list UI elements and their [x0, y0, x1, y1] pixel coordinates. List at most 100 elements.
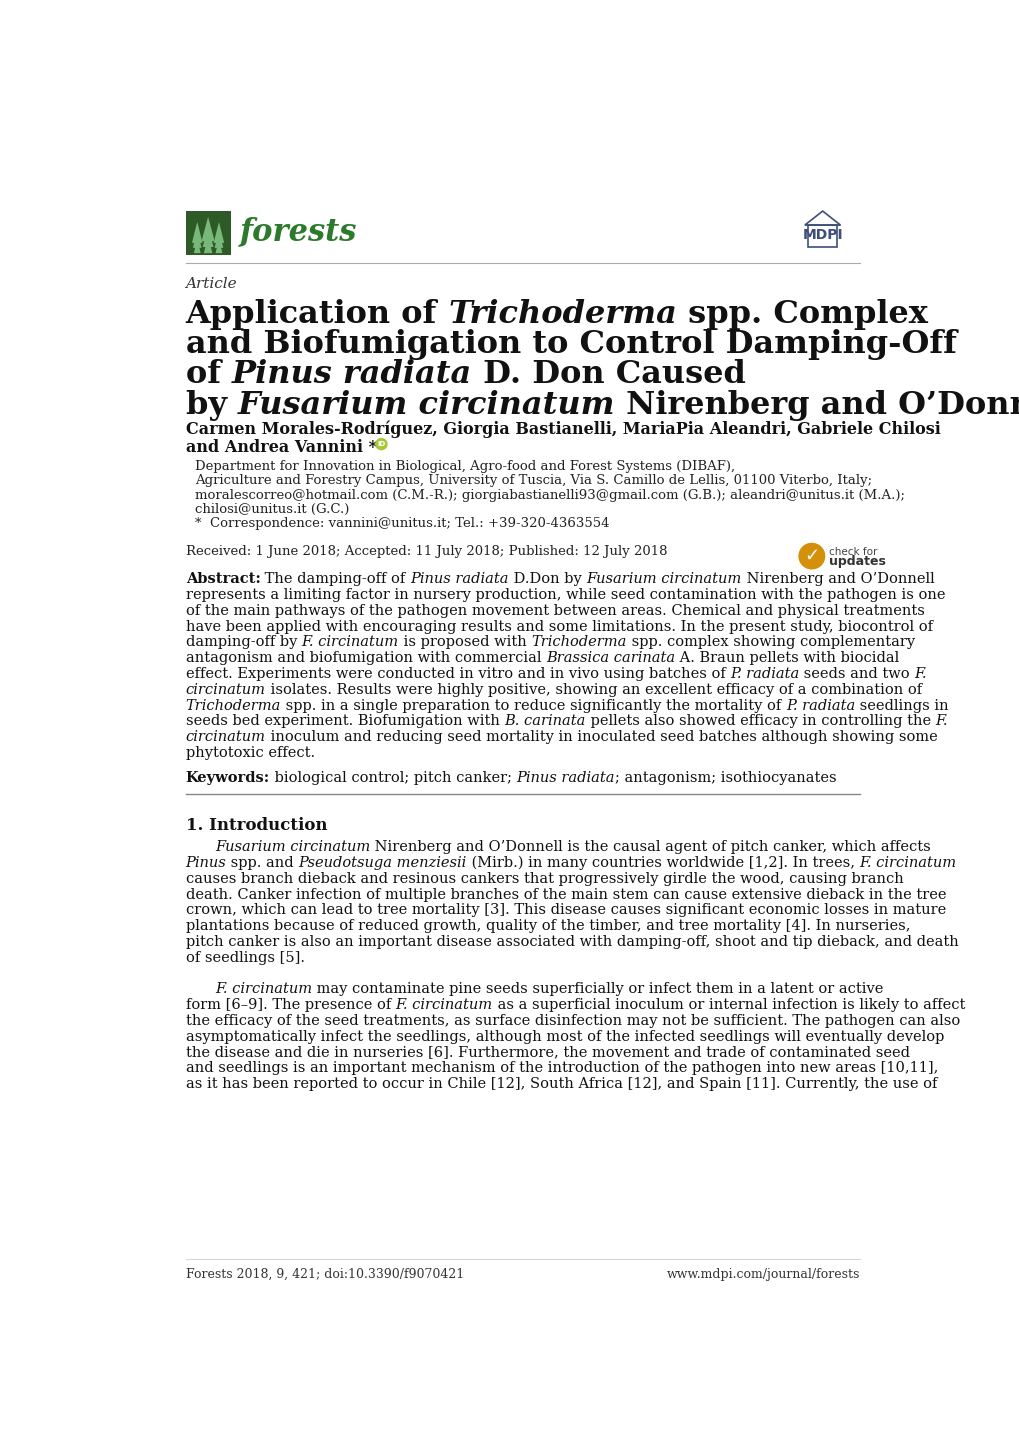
- Text: ; antagonism; isothiocyanates: ; antagonism; isothiocyanates: [614, 771, 836, 784]
- Text: Agriculture and Forestry Campus, University of Tuscia, Via S. Camillo de Lellis,: Agriculture and Forestry Campus, Univers…: [195, 474, 871, 487]
- Text: plantations because of reduced growth, quality of the timber, and tree mortality: plantations because of reduced growth, q…: [185, 919, 909, 933]
- Text: spp. in a single preparation to reduce significantly the mortality of: spp. in a single preparation to reduce s…: [280, 698, 785, 712]
- Text: Nirenberg and O’Donnell: Nirenberg and O’Donnell: [614, 389, 1019, 421]
- Text: updates: updates: [828, 555, 886, 568]
- Text: F.: F.: [934, 714, 947, 728]
- Text: Pinus: Pinus: [185, 857, 226, 870]
- Text: of the main pathways of the pathogen movement between areas. Chemical and physic: of the main pathways of the pathogen mov…: [185, 604, 923, 617]
- Polygon shape: [202, 216, 214, 241]
- Text: seeds and two: seeds and two: [799, 668, 914, 681]
- Polygon shape: [197, 249, 198, 254]
- Circle shape: [375, 438, 386, 450]
- Text: is proposed with: is proposed with: [398, 636, 531, 649]
- Text: death. Canker infection of multiple branches of the main stem can cause extensiv: death. Canker infection of multiple bran…: [185, 888, 946, 901]
- Text: form [6–9]. The presence of: form [6–9]. The presence of: [185, 998, 395, 1012]
- Text: MDPI: MDPI: [802, 228, 843, 242]
- Polygon shape: [203, 226, 213, 247]
- Text: Brassica carinata: Brassica carinata: [545, 652, 675, 665]
- Text: and Biofumigation to Control Damping-Off: and Biofumigation to Control Damping-Off: [185, 329, 956, 360]
- Text: Fusarium circinatum: Fusarium circinatum: [215, 841, 370, 854]
- Text: isolates. Results were highly positive, showing an excellent efficacy of a combi: isolates. Results were highly positive, …: [265, 682, 921, 696]
- Polygon shape: [214, 231, 223, 248]
- Text: iD: iD: [377, 441, 385, 447]
- Text: of: of: [185, 359, 231, 391]
- Text: Carmen Morales-Rodríguez, Giorgia Bastianelli, MariaPia Aleandri, Gabriele Chilo: Carmen Morales-Rodríguez, Giorgia Bastia…: [185, 421, 940, 438]
- Text: seedlings in: seedlings in: [854, 698, 948, 712]
- Text: damping-off by: damping-off by: [185, 636, 302, 649]
- Text: www.mdpi.com/journal/forests: www.mdpi.com/journal/forests: [665, 1268, 859, 1280]
- Text: Nirenberg and O’Donnell: Nirenberg and O’Donnell: [741, 572, 933, 587]
- Text: Department for Innovation in Biological, Agro-food and Forest Systems (DIBAF),: Department for Innovation in Biological,…: [195, 460, 735, 473]
- Text: Trichoderma: Trichoderma: [447, 298, 677, 330]
- Text: F. circinatum: F. circinatum: [395, 998, 492, 1012]
- Text: F. circinatum: F. circinatum: [859, 857, 956, 870]
- Polygon shape: [194, 238, 201, 254]
- Text: Abstract:: Abstract:: [185, 572, 260, 587]
- Text: crown, which can lead to tree mortality [3]. This disease causes significant eco: crown, which can lead to tree mortality …: [185, 903, 945, 917]
- Text: Pinus radiata: Pinus radiata: [516, 771, 614, 784]
- Text: chilosi@unitus.it (G.C.): chilosi@unitus.it (G.C.): [195, 503, 348, 516]
- Text: effect. Experiments were conducted in vitro and in vivo using batches of: effect. Experiments were conducted in vi…: [185, 668, 730, 681]
- Text: (Mirb.) in many countries worldwide [1,2]. In trees,: (Mirb.) in many countries worldwide [1,2…: [467, 857, 859, 871]
- Text: circinatum: circinatum: [185, 730, 265, 744]
- Text: The damping-off of: The damping-off of: [260, 572, 410, 587]
- Text: spp. and: spp. and: [226, 857, 299, 870]
- Text: Application of: Application of: [185, 298, 447, 330]
- Text: A. Braun pellets with biocidal: A. Braun pellets with biocidal: [675, 652, 898, 665]
- Text: biological control; pitch canker;: biological control; pitch canker;: [270, 771, 516, 784]
- Text: seeds bed experiment. Biofumigation with: seeds bed experiment. Biofumigation with: [185, 714, 503, 728]
- Polygon shape: [207, 249, 209, 254]
- Text: asymptomatically infect the seedlings, although most of the infected seedlings w: asymptomatically infect the seedlings, a…: [185, 1030, 943, 1044]
- Polygon shape: [204, 236, 212, 254]
- Text: phytotoxic effect.: phytotoxic effect.: [185, 746, 315, 760]
- Text: the disease and die in nurseries [6]. Furthermore, the movement and trade of con: the disease and die in nurseries [6]. Fu…: [185, 1045, 909, 1060]
- Text: causes branch dieback and resinous cankers that progressively girdle the wood, c: causes branch dieback and resinous canke…: [185, 872, 903, 885]
- Text: Keywords:: Keywords:: [185, 771, 270, 784]
- Text: Nirenberg and O’Donnell is the causal agent of pitch canker, which affects: Nirenberg and O’Donnell is the causal ag…: [370, 841, 930, 854]
- Polygon shape: [218, 249, 219, 254]
- Text: P. radiata: P. radiata: [730, 668, 799, 681]
- Text: Trichoderma: Trichoderma: [185, 698, 280, 712]
- Text: Pinus radiata: Pinus radiata: [231, 359, 472, 391]
- Text: 1. Introduction: 1. Introduction: [185, 818, 327, 833]
- FancyBboxPatch shape: [185, 211, 230, 255]
- Text: the efficacy of the seed treatments, as surface disinfection may not be sufficie: the efficacy of the seed treatments, as …: [185, 1014, 959, 1028]
- Text: inoculum and reducing seed mortality in inoculated seed batches although showing: inoculum and reducing seed mortality in …: [265, 730, 936, 744]
- Text: B. carinata: B. carinata: [503, 714, 585, 728]
- Text: F. circinatum: F. circinatum: [215, 982, 312, 996]
- Polygon shape: [213, 222, 224, 242]
- Text: spp. complex showing complementary: spp. complex showing complementary: [626, 636, 914, 649]
- Text: Forests 2018, 9, 421; doi:10.3390/f9070421: Forests 2018, 9, 421; doi:10.3390/f90704…: [185, 1268, 464, 1280]
- Circle shape: [798, 544, 823, 568]
- Text: *  Correspondence: vannini@unitus.it; Tel.: +39-320-4363554: * Correspondence: vannini@unitus.it; Tel…: [195, 518, 608, 531]
- Text: antagonism and biofumigation with commercial: antagonism and biofumigation with commer…: [185, 652, 545, 665]
- Text: Fusarium circinatum: Fusarium circinatum: [586, 572, 741, 587]
- Text: Pinus radiata: Pinus radiata: [410, 572, 508, 587]
- Text: of seedlings [5].: of seedlings [5].: [185, 950, 305, 965]
- Text: Received: 1 June 2018; Accepted: 11 July 2018; Published: 12 July 2018: Received: 1 June 2018; Accepted: 11 July…: [185, 545, 666, 558]
- Text: and Andrea Vannini *: and Andrea Vannini *: [185, 438, 376, 456]
- Text: ✓: ✓: [803, 547, 818, 565]
- Text: check for: check for: [828, 547, 876, 557]
- Text: Trichoderma: Trichoderma: [531, 636, 626, 649]
- Text: have been applied with encouraging results and some limitations. In the present : have been applied with encouraging resul…: [185, 620, 931, 633]
- Text: Fusarium circinatum: Fusarium circinatum: [237, 389, 614, 421]
- Text: forests: forests: [239, 216, 357, 247]
- Polygon shape: [192, 222, 203, 242]
- Text: represents a limiting factor in nursery production, while seed contamination wit: represents a limiting factor in nursery …: [185, 588, 945, 603]
- Polygon shape: [215, 238, 222, 254]
- Text: as it has been reported to occur in Chile [12], South Africa [12], and Spain [11: as it has been reported to occur in Chil…: [185, 1077, 936, 1092]
- Text: F.: F.: [914, 668, 926, 681]
- Text: Pseudotsuga menziesii: Pseudotsuga menziesii: [299, 857, 467, 870]
- Text: may contaminate pine seeds superficially or infect them in a latent or active: may contaminate pine seeds superficially…: [312, 982, 882, 996]
- Text: pellets also showed efficacy in controlling the: pellets also showed efficacy in controll…: [585, 714, 934, 728]
- Text: and seedlings is an important mechanism of the introduction of the pathogen into: and seedlings is an important mechanism …: [185, 1061, 937, 1076]
- Text: as a superficial inoculum or internal infection is likely to affect: as a superficial inoculum or internal in…: [492, 998, 964, 1012]
- Text: D.Don by: D.Don by: [508, 572, 586, 587]
- Text: spp. Complex: spp. Complex: [677, 298, 927, 330]
- Text: pitch canker is also an important disease associated with damping-off, shoot and: pitch canker is also an important diseas…: [185, 934, 958, 949]
- Text: moralescorreo@hotmail.com (C.M.-R.); giorgiabastianelli93@gmail.com (G.B.); alea: moralescorreo@hotmail.com (C.M.-R.); gio…: [195, 489, 904, 502]
- Text: D. Don Caused: D. Don Caused: [472, 359, 745, 391]
- Text: Article: Article: [185, 277, 237, 291]
- Text: F. circinatum: F. circinatum: [302, 636, 398, 649]
